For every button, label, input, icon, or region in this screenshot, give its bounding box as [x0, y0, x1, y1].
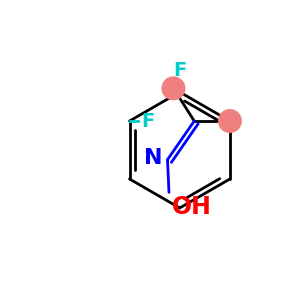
- Text: F: F: [173, 61, 186, 80]
- Text: OH: OH: [172, 195, 212, 219]
- Text: N: N: [144, 148, 162, 169]
- Text: F: F: [141, 112, 155, 130]
- Circle shape: [162, 77, 185, 100]
- Circle shape: [219, 110, 241, 132]
